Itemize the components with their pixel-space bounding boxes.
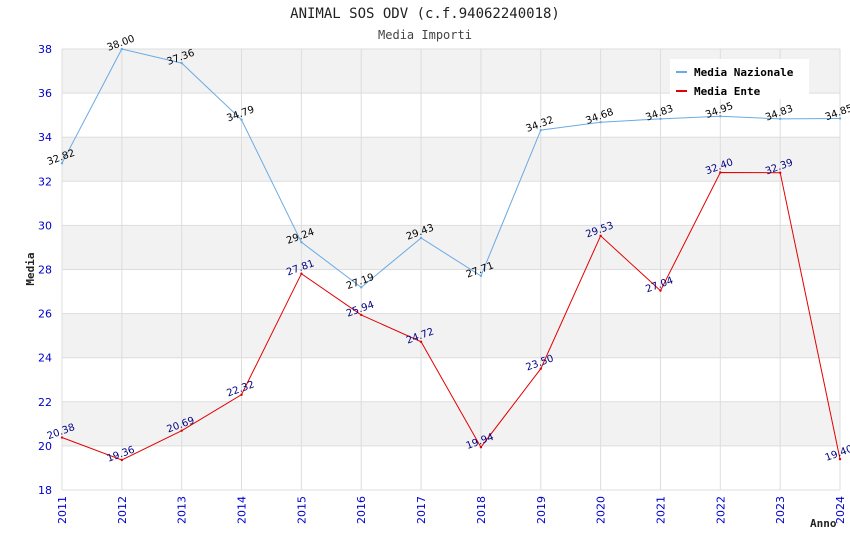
data-point xyxy=(838,457,842,461)
y-tick-label: 34 xyxy=(38,131,52,144)
data-point xyxy=(180,429,183,432)
x-tick-label: 2016 xyxy=(355,496,368,524)
series-line xyxy=(61,171,841,461)
x-tick-label: 2019 xyxy=(535,496,548,524)
plot-band xyxy=(62,401,840,446)
data-point xyxy=(300,272,303,275)
y-tick-label: 36 xyxy=(38,87,52,100)
data-point xyxy=(778,117,782,121)
data-point xyxy=(419,340,423,344)
x-tick-label: 2023 xyxy=(774,496,787,524)
data-point xyxy=(419,236,423,240)
x-tick-label: 2011 xyxy=(56,496,69,524)
data-point xyxy=(719,115,722,118)
data-point xyxy=(240,393,243,396)
plot-band xyxy=(62,313,840,358)
x-tick-label: 2020 xyxy=(595,496,608,524)
y-tick-label: 26 xyxy=(38,308,52,321)
data-point xyxy=(838,117,842,120)
series-lines xyxy=(60,47,842,462)
y-tick-label: 38 xyxy=(38,43,52,56)
plot-band xyxy=(62,445,840,490)
plot-band xyxy=(62,225,840,270)
data-point xyxy=(60,162,64,165)
data-point xyxy=(659,117,662,121)
data-point xyxy=(539,128,542,132)
y-tick-label: 24 xyxy=(38,352,52,365)
y-tick-label: 28 xyxy=(38,264,52,277)
x-tick-label: 2013 xyxy=(176,496,189,524)
x-tick-label: 2015 xyxy=(295,496,308,524)
data-point xyxy=(300,240,303,244)
legend: Media Nazionale Media Ente xyxy=(670,59,809,99)
grid-lines xyxy=(61,48,841,491)
data-point xyxy=(120,47,124,51)
y-tick-label: 32 xyxy=(38,175,52,188)
plot-band xyxy=(62,93,840,138)
legend-label: Media Ente xyxy=(694,85,761,98)
plot-background xyxy=(62,49,840,490)
x-tick-label: 2012 xyxy=(116,496,129,524)
data-point xyxy=(360,286,363,289)
data-point xyxy=(240,118,243,121)
plot-band xyxy=(62,137,840,182)
x-tick-label: 2018 xyxy=(475,496,488,524)
legend-box xyxy=(670,59,809,99)
chart-subtitle: Media Importi xyxy=(378,28,472,42)
series-line xyxy=(61,48,841,289)
y-axis-ticks: 18 20 22 24 26 28 30 32 34 36 38 xyxy=(38,43,52,497)
x-tick-label: 2017 xyxy=(415,496,428,524)
y-axis-title: Media xyxy=(24,252,37,285)
plot-band xyxy=(62,269,840,314)
data-point xyxy=(599,121,602,124)
data-point xyxy=(180,61,183,65)
data-point xyxy=(659,289,662,292)
x-tick-label: 2021 xyxy=(654,496,667,524)
y-tick-label: 22 xyxy=(38,396,52,409)
data-point xyxy=(479,274,483,278)
data-point xyxy=(60,436,64,439)
data-point xyxy=(599,234,602,237)
data-point xyxy=(360,313,363,317)
legend-label: Media Nazionale xyxy=(694,66,794,79)
chart-title: ANIMAL SOS ODV (c.f.94062240018) xyxy=(290,6,560,22)
y-tick-label: 30 xyxy=(38,219,52,232)
x-tick-label: 2014 xyxy=(236,496,249,524)
y-tick-label: 20 xyxy=(38,440,52,453)
y-tick-label: 18 xyxy=(38,484,52,497)
data-point xyxy=(778,171,782,174)
x-axis-title: Anno xyxy=(810,517,837,530)
data-point xyxy=(120,458,124,462)
x-tick-label: 2024 xyxy=(834,496,847,524)
data-point xyxy=(719,171,722,174)
x-axis-ticks: 2011 2012 2013 2014 2015 2016 2017 2018 2019 2020… xyxy=(56,496,847,524)
plot-band xyxy=(62,181,840,226)
data-point xyxy=(479,446,483,449)
x-tick-label: 2022 xyxy=(714,496,727,524)
data-point xyxy=(539,367,542,370)
